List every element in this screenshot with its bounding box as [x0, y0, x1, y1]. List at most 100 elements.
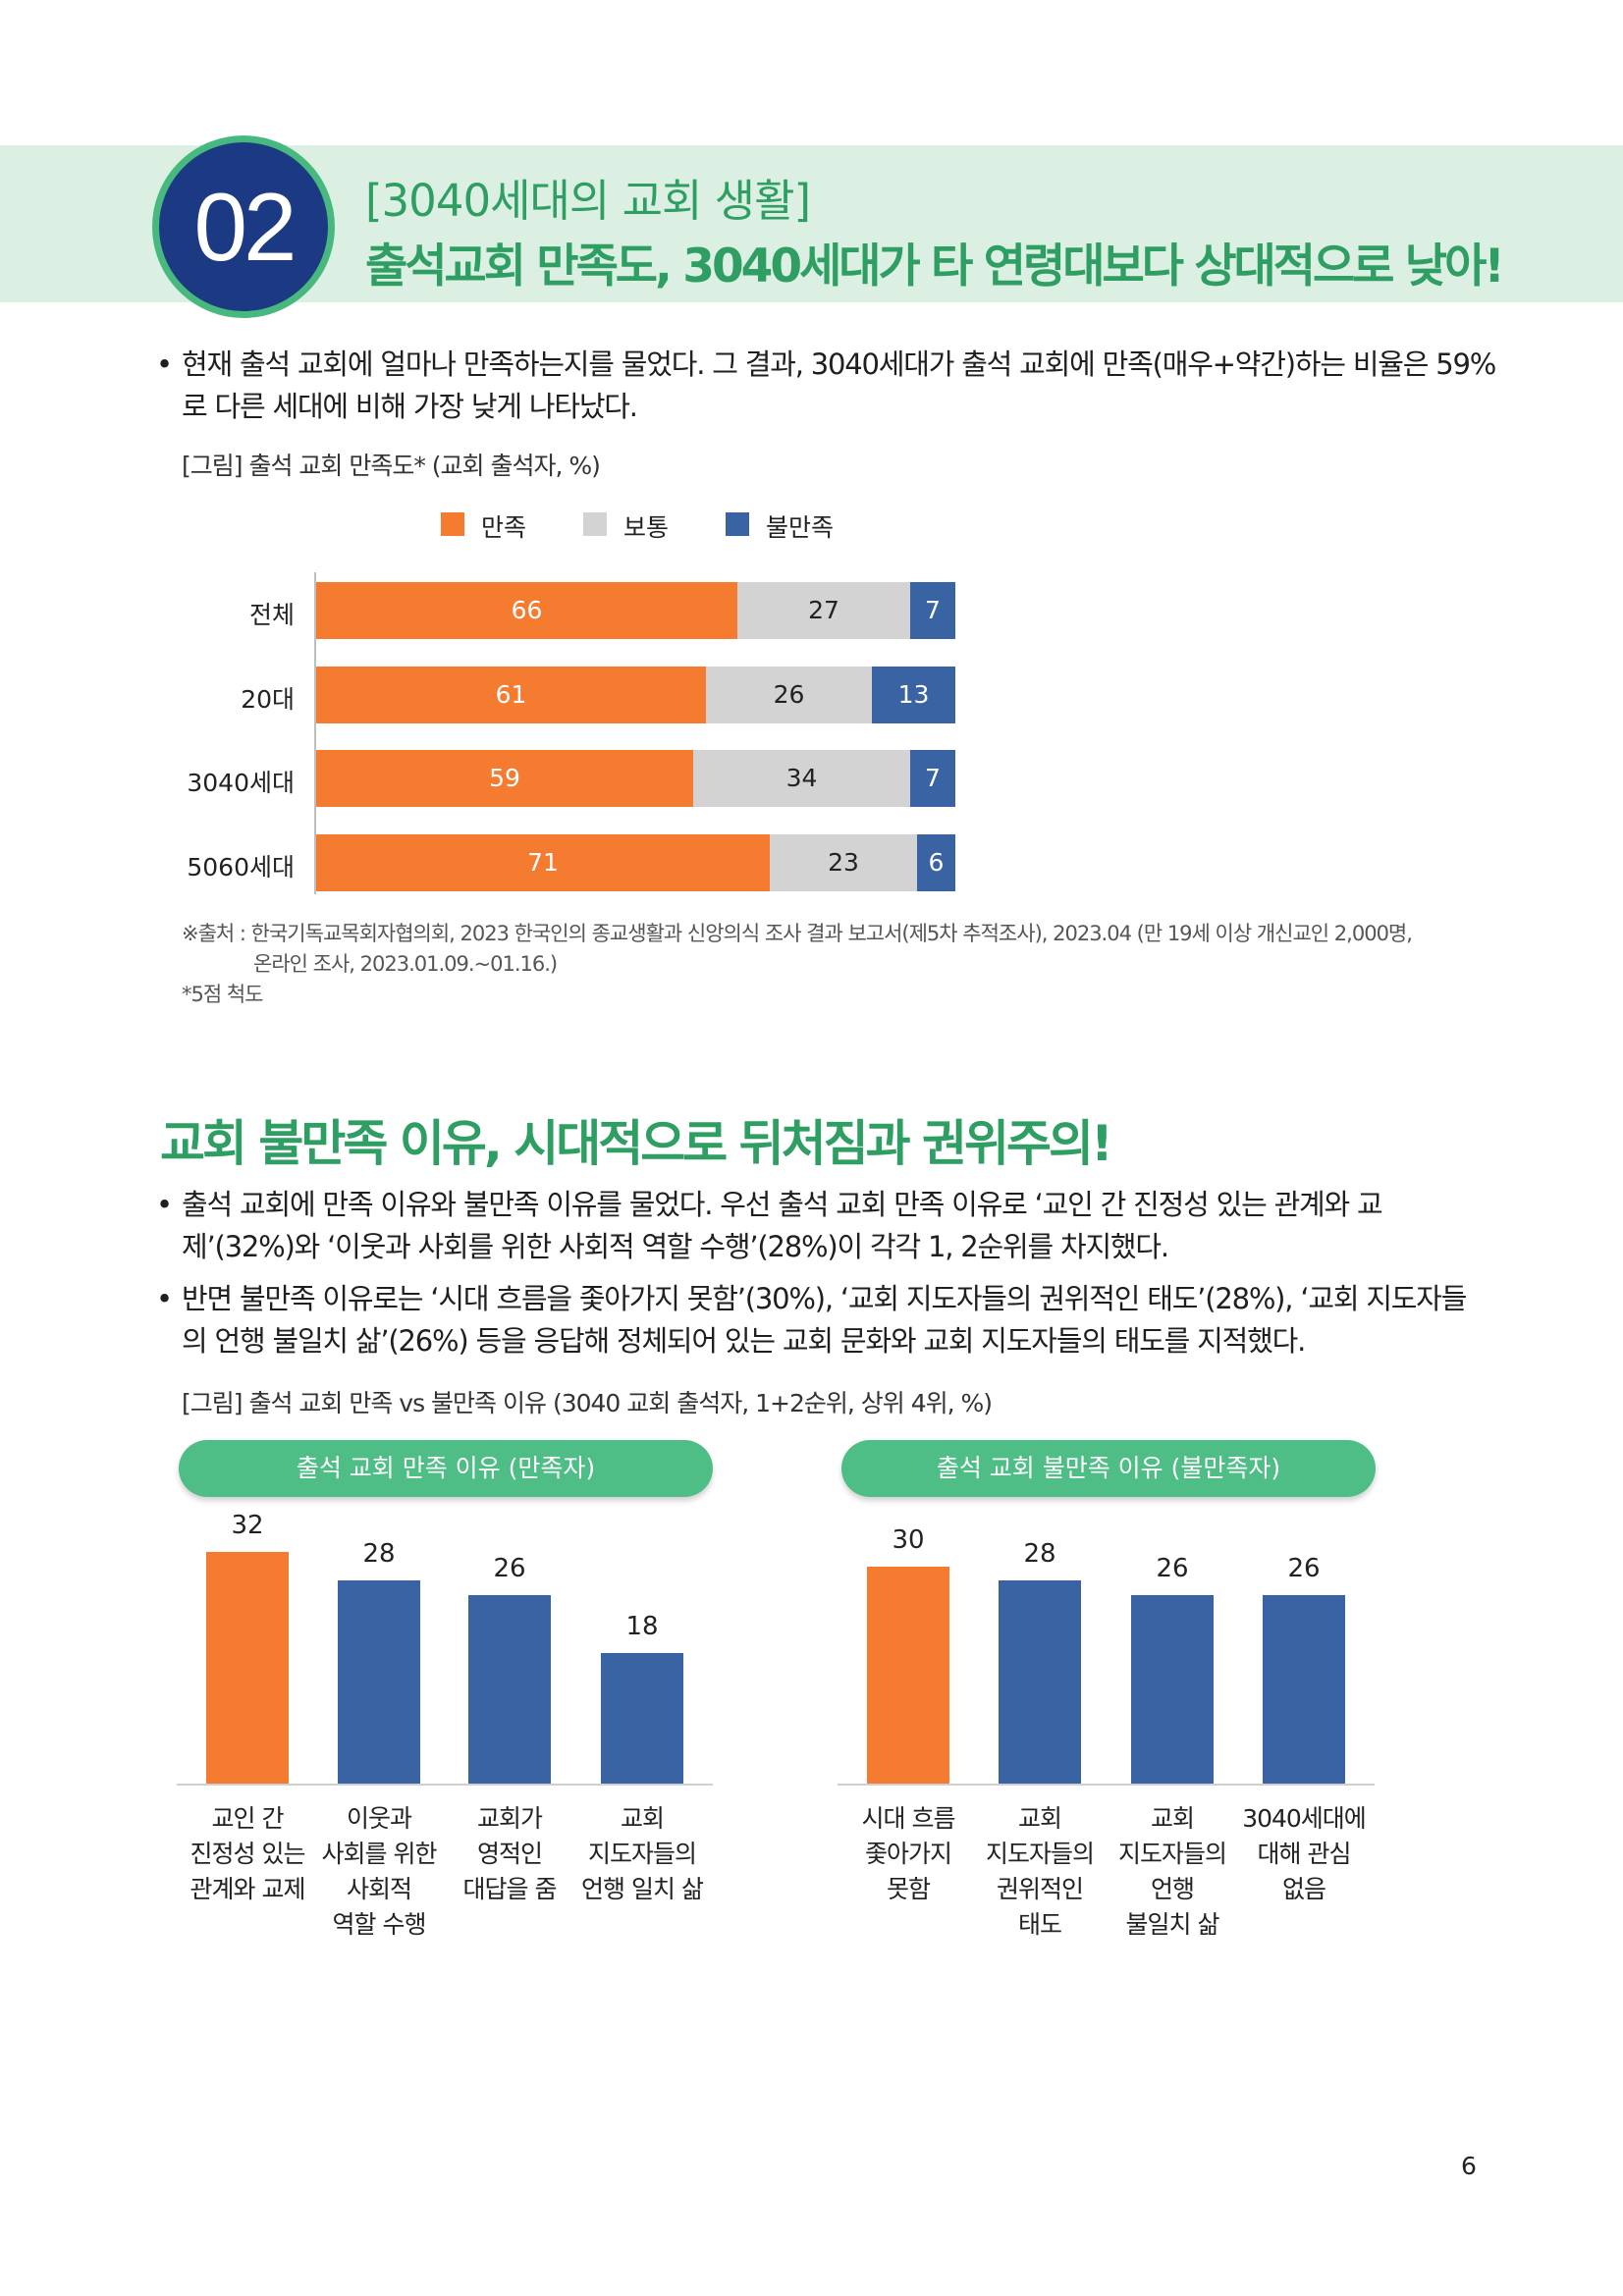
bar-value-label: 32	[231, 1511, 264, 1540]
bar-segment-satisfied: 66	[316, 582, 737, 639]
section1-bullet: • 현재 출석 교회에 얼마나 만족하는지를 물었다. 그 결과, 3040세대…	[156, 344, 1496, 428]
legend-swatch-neutral	[583, 512, 607, 536]
bullet-dot: •	[156, 347, 173, 381]
bar	[601, 1653, 683, 1784]
chart-baseline	[177, 1784, 713, 1786]
bar-value-label: 30	[892, 1525, 925, 1555]
bar-value-label: 26	[1287, 1554, 1321, 1583]
bar-segment-dissatisfied: 13	[872, 667, 955, 723]
chart-title-pill-dissatisfied: 출석 교회 불만족 이유 (불만족자)	[841, 1440, 1376, 1497]
chart-title-pill-satisfied: 출석 교회 만족 이유 (만족자)	[179, 1440, 713, 1497]
bar-value-label: 18	[625, 1612, 659, 1641]
bar-value-label: 26	[1156, 1554, 1189, 1583]
bar	[1263, 1595, 1345, 1784]
category-label-line: 시대 흐름	[861, 1804, 956, 1833]
source-note: ※출처 : 한국기독교목회자협의회, 2023 한국인의 종교생활과 신앙의식 …	[182, 922, 1413, 945]
category-label-line: 교회	[1017, 1804, 1062, 1833]
figure-caption-satisfaction: [그림] 출석 교회 만족도* (교회 출석자, %)	[182, 452, 601, 480]
bar	[1131, 1595, 1214, 1784]
section2-bullet: • 출석 교회에 만족 이유와 불만족 이유를 물었다. 우선 출석 교회 만족…	[156, 1184, 1488, 1268]
category-label-line: 언행	[1150, 1875, 1195, 1903]
page-number: 6	[1461, 2152, 1477, 2180]
bar-segment-dissatisfied: 7	[910, 582, 955, 639]
category-label-line: 교회가	[476, 1804, 543, 1833]
bar	[468, 1595, 551, 1784]
bar-segment-dissatisfied: 6	[917, 834, 955, 891]
category-label-line: 없음	[1281, 1875, 1326, 1903]
bar-value-label: 28	[362, 1539, 396, 1569]
bullet-line: 현재 출석 교회에 얼마나 만족하는지를 물었다. 그 결과, 3040세대가 …	[182, 347, 1496, 381]
category-label-line: 지도자들의	[1117, 1840, 1227, 1868]
category-label-line: 권위적인	[996, 1875, 1084, 1903]
category-label-line: 진정성 있는	[189, 1840, 306, 1868]
category-label-line: 언행 일치 삶	[581, 1875, 704, 1903]
section-number-badge: 02	[152, 135, 335, 318]
row-label: 3040세대	[187, 769, 295, 797]
bar-segment-neutral: 34	[693, 750, 910, 807]
bar-value-label: 26	[493, 1554, 526, 1583]
bar-segment-neutral: 27	[737, 582, 910, 639]
bullet-line: 반면 불만족 이유로는 ‘시대 흐름을 좇아가지 못함’(30%), ‘교회 지…	[182, 1282, 1467, 1315]
bar-segment-dissatisfied: 7	[910, 750, 955, 807]
chart-baseline	[838, 1784, 1375, 1786]
bullet-dot: •	[156, 1188, 173, 1221]
category-label-line: 좇아가지	[864, 1840, 952, 1868]
bullet-line: 의 언행 불일치 삶’(26%) 등을 응답해 정체되어 있는 교회 문화와 교…	[182, 1324, 1306, 1358]
legend-label-dissatisfied: 불만족	[766, 513, 835, 542]
category-label-line: 지도자들의	[587, 1840, 697, 1868]
category-label-line: 사회적	[346, 1875, 412, 1903]
category-label-line: 대답을 줌	[462, 1875, 558, 1903]
bar	[338, 1580, 420, 1784]
category-label-line: 사회를 위한	[321, 1840, 438, 1868]
section2-bullet: • 반면 불만족 이유로는 ‘시대 흐름을 좇아가지 못함’(30%), ‘교회…	[156, 1278, 1488, 1362]
legend-label-satisfied: 만족	[481, 513, 527, 542]
row-label: 20대	[241, 685, 295, 714]
category-label-line: 못함	[886, 1875, 931, 1903]
legend-swatch-satisfied	[441, 512, 464, 536]
bullet-line: 출석 교회에 만족 이유와 불만족 이유를 물었다. 우선 출석 교회 만족 이…	[182, 1188, 1383, 1221]
category-label-line: 교인 간	[211, 1804, 285, 1833]
legend-swatch-dissatisfied	[726, 512, 749, 536]
bar-segment-neutral: 23	[770, 834, 917, 891]
bar	[867, 1567, 949, 1784]
bar	[999, 1580, 1081, 1784]
bar-segment-neutral: 26	[706, 667, 872, 723]
category-label-line: 교회	[1150, 1804, 1195, 1833]
category-label-line: 태도	[1017, 1910, 1062, 1939]
bullet-line: 로 다른 세대에 비해 가장 낮게 나타났다.	[182, 390, 638, 423]
category-label-line: 교회	[620, 1804, 665, 1833]
chart-axis-line	[314, 572, 316, 894]
bullet-dot: •	[156, 1282, 173, 1315]
category-label-line: 역할 수행	[332, 1910, 427, 1939]
category-label-line: 불일치 삶	[1125, 1910, 1220, 1939]
category-label-line: 관계와 교제	[189, 1875, 306, 1903]
bar-segment-satisfied: 59	[316, 750, 693, 807]
bullet-line: 제’(32%)와 ‘이웃과 사회를 위한 사회적 역할 수행’(28%)이 각각…	[182, 1230, 1169, 1263]
category-label-line: 대해 관심	[1257, 1840, 1352, 1868]
category-label-line: 지도자들의	[985, 1840, 1095, 1868]
header-title: 출석교회 만족도, 3040세대가 타 연령대보다 상대적으로 낮아!	[365, 240, 1505, 294]
header-kicker: [3040세대의 교회 생활]	[365, 175, 811, 227]
source-note-cont: 온라인 조사, 2023.01.09.~01.16.)	[253, 952, 558, 976]
bar-segment-satisfied: 71	[316, 834, 770, 891]
legend-label-neutral: 보통	[623, 513, 670, 542]
category-label-line: 3040세대에	[1242, 1804, 1367, 1833]
row-label: 5060세대	[187, 853, 295, 881]
category-label-line: 이웃과	[346, 1804, 412, 1833]
bar-value-label: 28	[1023, 1539, 1056, 1569]
section2-title: 교회 불만족 이유, 시대적으로 뒤처짐과 권위주의!	[160, 1115, 1113, 1172]
category-label-line: 영적인	[476, 1840, 543, 1868]
bar	[206, 1552, 289, 1784]
bar-segment-satisfied: 61	[316, 667, 706, 723]
footnote: *5점 척도	[182, 983, 263, 1006]
figure-caption-reasons: [그림] 출석 교회 만족 vs 불만족 이유 (3040 교회 출석자, 1+…	[182, 1389, 993, 1417]
row-label: 전체	[248, 601, 295, 629]
